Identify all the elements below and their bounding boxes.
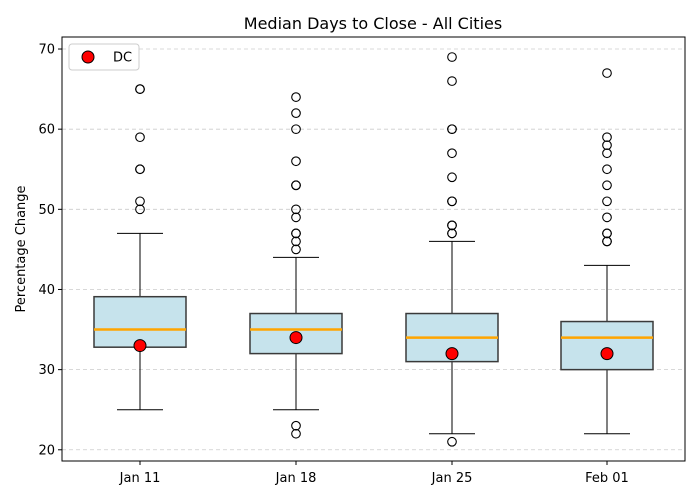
outlier-point [447,172,457,183]
outlier-point [291,428,301,439]
dc-marker [600,347,614,361]
y-tick-label: 30 [38,363,55,378]
outlier-point [602,140,612,151]
boxes [93,232,654,435]
outlier-point [291,156,301,167]
outlier-point [291,228,301,239]
outlier-point [135,164,145,175]
outlier-point [291,244,301,255]
box-iqr [93,295,187,348]
legend: DC [68,43,140,71]
dc-marker [289,331,303,345]
outlier-point [291,92,301,102]
outlier-point [602,164,612,175]
outlier-point [291,108,301,118]
outlier-point [447,76,457,86]
outlier-point [602,212,612,223]
outlier-point [135,196,145,207]
dc-marker [445,347,459,361]
y-tick-label: 40 [38,283,55,298]
outlier-point [447,124,457,135]
x-tick-label: Jan 18 [275,471,317,486]
outlier-point [291,420,301,431]
outlier-point [447,220,457,231]
y-tick-label: 50 [38,203,55,218]
outlier-point [135,204,145,215]
outlier-point [291,236,301,247]
x-tick-label: Jan 25 [431,471,473,486]
y-tick-label: 20 [38,443,55,458]
y-tick-label: 60 [38,123,55,138]
outlier-point [447,148,457,159]
outlier-point [291,124,301,135]
outlier-point [135,84,145,94]
outlier-point [291,204,301,215]
gridlines [62,48,685,451]
y-tick-label: 70 [38,43,55,58]
legend-box [68,43,140,71]
outlier-point [602,196,612,207]
box-4 [560,264,654,435]
outlier-point [447,196,457,207]
outlier-point [602,148,612,159]
box-1 [93,232,187,411]
x-axis-ticks: Jan 11 Jan 18 Jan 25 Feb 01 [119,461,629,486]
outlier-point [447,228,457,239]
outliers [135,52,612,447]
legend-marker-dc [81,50,95,64]
outlier-point [602,236,612,247]
outlier-point [602,132,612,143]
plot-frame [61,36,686,462]
outlier-point [135,132,145,143]
outlier-point [291,180,301,191]
box-iqr [560,320,654,371]
x-tick-label: Jan 11 [119,471,161,486]
dc-marker [133,339,147,353]
chart-title: Median Days to Close - All Cities [244,14,502,33]
outlier-point [602,228,612,239]
outlier-point [602,180,612,191]
outlier-point [447,436,457,447]
outlier-point [602,68,612,78]
legend-label-dc: DC [113,51,132,66]
x-tick-label: Feb 01 [585,471,629,486]
box-3 [405,240,499,435]
dc-markers [133,331,614,361]
y-axis-ticks: 20 30 40 50 60 70 [38,43,62,458]
outlier-point [447,52,457,62]
y-axis-label: Percentage Change [14,185,29,312]
outlier-point [291,212,301,223]
